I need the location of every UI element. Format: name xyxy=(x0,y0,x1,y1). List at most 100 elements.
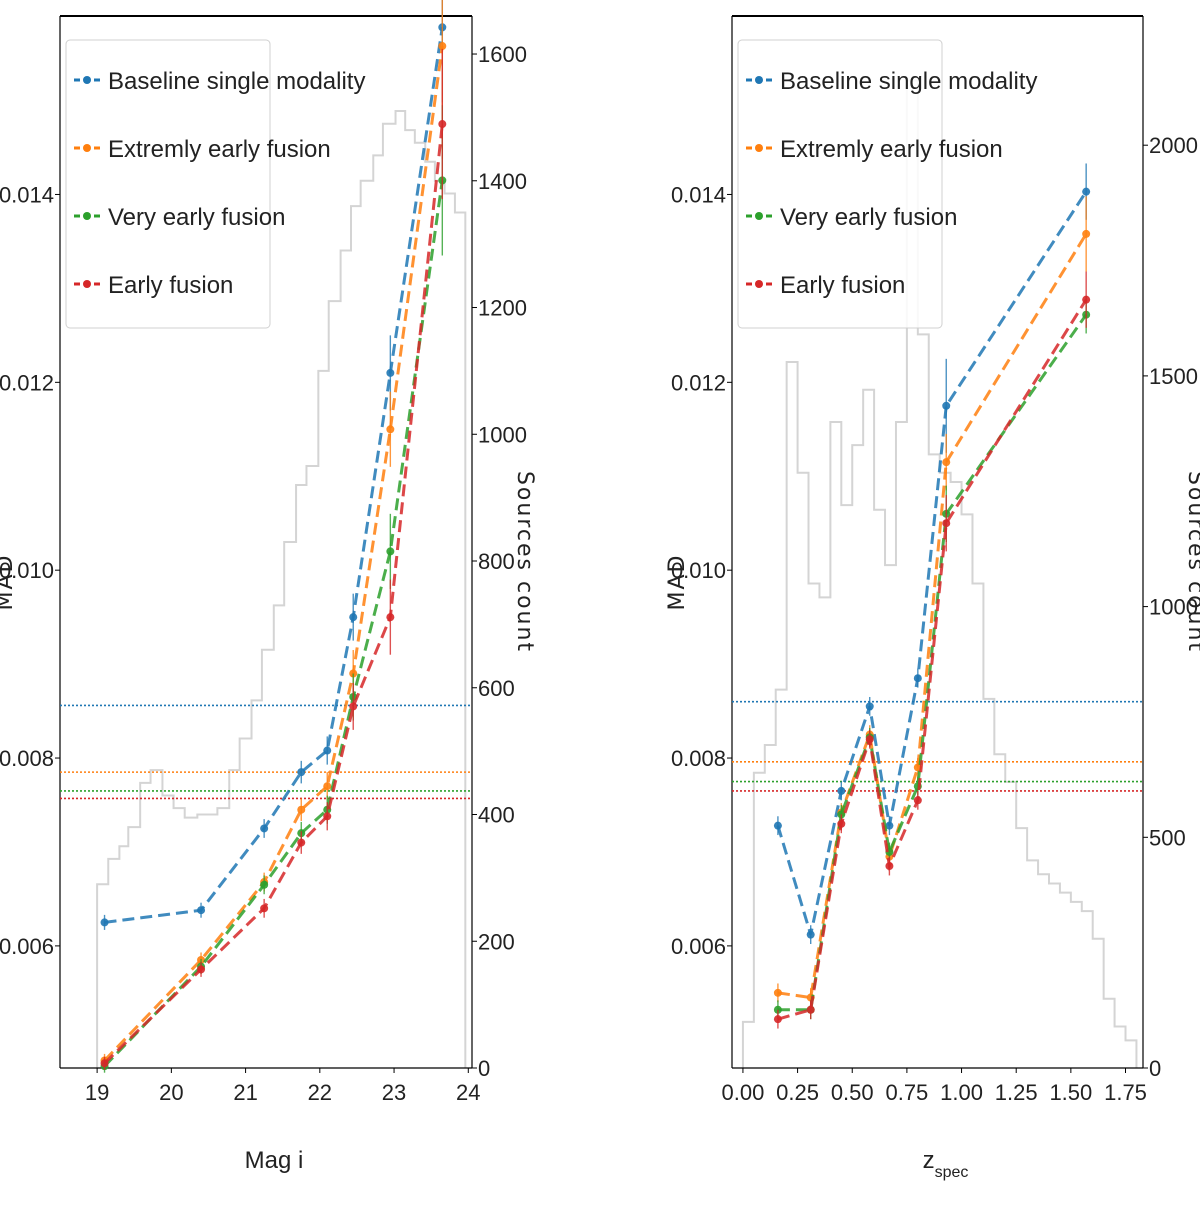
y-axis-label: MAD xyxy=(0,554,18,611)
data-point xyxy=(837,786,846,795)
y-axis-label: MAD xyxy=(665,554,690,611)
data-point xyxy=(100,1059,109,1068)
legend-marker xyxy=(755,144,763,152)
legend-marker xyxy=(755,212,763,220)
data-point xyxy=(349,613,358,622)
data-point xyxy=(885,862,894,871)
data-point xyxy=(386,547,395,556)
data-point xyxy=(297,768,306,777)
legend-label: Very early fusion xyxy=(108,204,285,231)
data-point xyxy=(100,918,109,927)
x-tick-label: 0.75 xyxy=(885,1080,928,1105)
y-right-tick-label: 1400 xyxy=(478,169,527,194)
y-right-axis-label: Sources count xyxy=(512,471,537,653)
data-point xyxy=(1082,229,1091,238)
legend-marker xyxy=(83,280,91,288)
y-tick-label: 0.010 xyxy=(0,558,54,583)
legend-label: Early fusion xyxy=(108,272,233,299)
legend-box xyxy=(737,39,943,329)
data-point xyxy=(386,425,395,434)
y-right-tick-label: 800 xyxy=(478,549,515,574)
series-line xyxy=(103,180,444,1068)
y-right-tick-label: 600 xyxy=(478,676,515,701)
data-point xyxy=(260,824,269,833)
x-tick-label: 23 xyxy=(382,1080,406,1105)
series-line xyxy=(777,233,1088,1000)
data-point xyxy=(865,735,874,744)
x-tick-label: 19 xyxy=(85,1080,109,1105)
sources-histogram xyxy=(96,110,467,1068)
x-tick-label: 0.00 xyxy=(722,1080,765,1105)
right-panel: 0.006 0.008 0.010 0.012 0.014 0 500 1000 1500 200… xyxy=(665,15,1200,1181)
data-point xyxy=(386,368,395,377)
y-tick-label: 0.006 xyxy=(671,934,726,959)
data-point xyxy=(323,746,332,755)
y-tick-label: 0.010 xyxy=(671,558,726,583)
legend-label: Baseline single modality xyxy=(108,68,365,95)
y-right-tick-label: 0 xyxy=(1149,1056,1161,1081)
data-point xyxy=(349,702,358,711)
series-line xyxy=(104,27,444,924)
legend-label: Early fusion xyxy=(780,272,905,299)
x-tick-label: 22 xyxy=(308,1080,332,1105)
data-point xyxy=(942,401,951,410)
y-right-tick-label: 1000 xyxy=(1149,595,1198,620)
x-axis-label: Mag i xyxy=(245,1147,304,1174)
x-tick-label: 0.50 xyxy=(831,1080,874,1105)
data-point xyxy=(913,796,922,805)
x-tick-label: 21 xyxy=(233,1080,257,1105)
data-point xyxy=(806,930,815,939)
data-point xyxy=(942,519,951,528)
y-right-tick-label: 1500 xyxy=(1149,364,1198,389)
data-point xyxy=(913,674,922,683)
data-point xyxy=(260,880,269,889)
legend-marker xyxy=(83,144,91,152)
y-right-tick-label: 0 xyxy=(478,1056,490,1081)
y-right-tick-label: 2000 xyxy=(1149,133,1198,158)
data-point xyxy=(773,1015,782,1024)
y-right-tick-label: 1000 xyxy=(478,422,527,447)
x-tick-label: 0.25 xyxy=(776,1080,819,1105)
y-right-tick-label: 1200 xyxy=(478,296,527,321)
y-tick-label: 0.014 xyxy=(0,182,54,207)
y-tick-label: 0.014 xyxy=(671,182,726,207)
y-tick-label: 0.012 xyxy=(671,370,726,395)
y-right-tick-label: 1600 xyxy=(478,42,527,67)
x-tick-label: 1.25 xyxy=(995,1080,1038,1105)
data-point xyxy=(323,782,332,791)
data-point xyxy=(438,42,447,51)
x-axis-label: zspec xyxy=(923,1147,969,1181)
series-line xyxy=(777,298,1088,1021)
y-right-tick-label: 500 xyxy=(1149,825,1186,850)
data-point xyxy=(260,904,269,913)
data-point xyxy=(197,906,206,915)
legend-label: Extremly early fusion xyxy=(780,136,1003,163)
y-tick-label: 0.012 xyxy=(0,370,54,395)
x-tick-label: 1.50 xyxy=(1049,1080,1092,1105)
data-point xyxy=(806,1005,815,1014)
y-tick-label: 0.008 xyxy=(0,746,54,771)
data-point xyxy=(297,805,306,814)
data-point xyxy=(773,988,782,997)
series-line xyxy=(103,45,444,1062)
y-tick-label: 0.008 xyxy=(671,746,726,771)
y-tick-label: 0.006 xyxy=(0,934,54,959)
data-point xyxy=(1082,295,1091,304)
legend-label: Extremly early fusion xyxy=(108,136,331,163)
x-tick-label: 20 xyxy=(159,1080,183,1105)
legend-marker xyxy=(83,76,91,84)
data-point xyxy=(438,120,447,129)
data-point xyxy=(323,812,332,821)
data-point xyxy=(386,613,395,622)
data-point xyxy=(885,821,894,830)
data-point xyxy=(865,702,874,711)
x-tick-label: 24 xyxy=(456,1080,480,1105)
x-tick-label: 1.75 xyxy=(1104,1080,1147,1105)
data-point xyxy=(942,458,951,467)
legend-marker xyxy=(755,76,763,84)
legend-marker xyxy=(755,280,763,288)
x-tick-label: 1.00 xyxy=(940,1080,983,1105)
data-point xyxy=(1082,187,1091,196)
legend-label: Very early fusion xyxy=(780,204,957,231)
